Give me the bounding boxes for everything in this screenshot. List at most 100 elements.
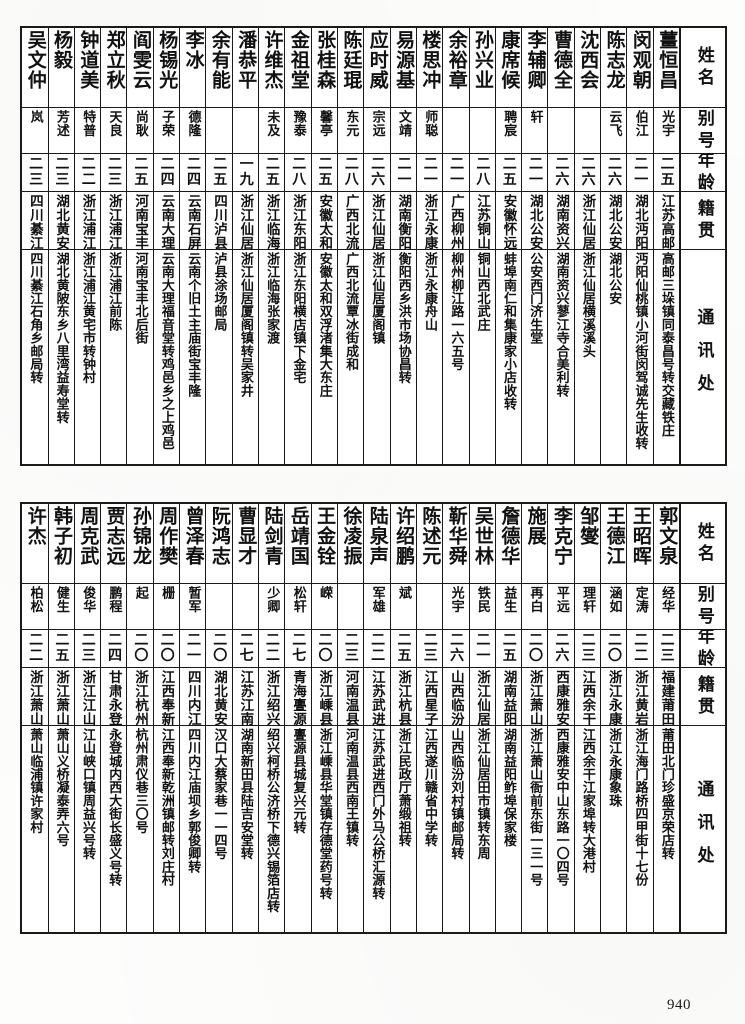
cell-name: 张桂森 xyxy=(311,28,337,108)
address-text: 浙江临海张家渡 xyxy=(264,252,280,345)
age-text: 二五 xyxy=(658,156,675,187)
age-text: 二六 xyxy=(448,632,465,663)
cell-alias: 岚 xyxy=(22,108,48,154)
cell-address: 河南宝丰北后街 xyxy=(127,250,152,464)
native-place-text: 河南温县 xyxy=(342,670,359,726)
name-text: 余有能 xyxy=(208,30,231,90)
address-text: 江西余干江家埠转大港村 xyxy=(579,728,595,874)
person-column: 张桂森 馨亭 二五 安徽太和 安徽太和双浮渚集大东庄 xyxy=(310,28,337,464)
cell-address: 浙江东阳横店镇下金宅 xyxy=(285,250,310,464)
name-text: 孙兴业 xyxy=(472,30,495,90)
cell-alias: 天良 xyxy=(101,108,127,154)
cell-address: 永登城内西大街长盛义号转 xyxy=(101,726,126,932)
row-label-text: 别号 xyxy=(693,584,714,629)
cell-alias xyxy=(469,108,495,154)
age-text: 二七 xyxy=(290,632,307,663)
age-text: 二二 xyxy=(263,632,280,663)
name-text: 周克武 xyxy=(77,506,100,566)
row-label-text: 籍贯 xyxy=(693,674,714,719)
alias-text: 定涛 xyxy=(632,586,648,613)
person-column: 杨锡光 子荣 二四 云南大理 云南大理福音堂转鸡邑乡之上鸡邑 xyxy=(152,28,180,464)
cell-native-place: 浙江临海 xyxy=(259,192,285,250)
alias-text: 文靖 xyxy=(395,110,411,137)
cell-name: 阎雯云 xyxy=(127,28,153,108)
cell-age: 二一 xyxy=(390,154,416,192)
cell-name: 孙锦龙 xyxy=(127,504,153,584)
address-text: 浙江萧山衙前东街一三一号 xyxy=(527,728,543,887)
cell-age: 二五 xyxy=(390,630,416,668)
name-text: 王德江 xyxy=(603,506,626,566)
person-column: 潘恭平 一九 浙江仙居 浙江仙居厦阁镇转吴家井 xyxy=(231,28,258,464)
native-place-text: 湖南资兴 xyxy=(553,194,570,250)
cell-native-place: 湖南益阳 xyxy=(495,668,522,726)
cell-address: 汉口大蔡家巷一一四号 xyxy=(206,726,231,932)
address-text: 铜山西北武庄 xyxy=(474,252,490,332)
cell-age: 二六 xyxy=(364,154,390,192)
native-place-text: 浙江永康 xyxy=(605,670,622,726)
alias-text: 嵘 xyxy=(317,586,333,600)
cell-alias: 德隆 xyxy=(180,108,206,154)
cell-name: 杨毅 xyxy=(48,28,74,108)
person-column: 钟道美 特普 二二 浙江浦江 浙江浦江黄宅市转钟村 xyxy=(73,28,101,464)
alias-text: 理轩 xyxy=(580,586,596,613)
cell-address: 四川綦江石角乡邮局转 xyxy=(22,250,47,464)
cell-alias: 特普 xyxy=(74,108,101,154)
cell-age: 二五 xyxy=(653,154,679,192)
name-text: 陈廷琨 xyxy=(340,30,363,90)
address-text: 浙江东阳横店镇下金宅 xyxy=(290,252,306,384)
person-column: 邹燮 理轩 二三 江西余干 江西余干江家埠转大港村 xyxy=(573,504,601,932)
name-text: 杨锡光 xyxy=(156,30,179,90)
cell-native-place: 浙江仙居 xyxy=(232,192,258,250)
cell-age: 二一 xyxy=(469,630,495,668)
alias-text: 东元 xyxy=(343,110,359,137)
address-text: 湖北黄陂东乡八里湾益寿堂转 xyxy=(53,252,69,424)
cell-native-place: 广西北流 xyxy=(337,192,364,250)
cell-age: 二一 xyxy=(180,630,206,668)
cell-age: 二三 xyxy=(574,630,601,668)
native-place-text: 浙江嵊县 xyxy=(316,670,333,726)
address-text: 江西遂川赣省中学转 xyxy=(422,728,438,847)
cell-native-place: 浙江萧山 xyxy=(22,668,48,726)
age-text: 二四 xyxy=(184,156,201,187)
age-text: 二三 xyxy=(53,156,70,187)
person-column: 李辅卿轩二一 湖北公安 公安西门济生堂 xyxy=(521,28,548,464)
person-column: 贾志远 鹏程 二四 甘肃永登 永登城内西大街长盛义号转 xyxy=(100,504,127,932)
address-text: 江山峡口镇周益兴号转 xyxy=(79,728,95,860)
cell-address: 河南温县西南王镇转 xyxy=(338,726,363,932)
cell-age: 二三 xyxy=(22,154,48,192)
alias-text: 斌 xyxy=(395,586,411,600)
cell-alias: 东元 xyxy=(337,108,364,154)
person-column: 易源基 文靖 二一 湖南衡阳 衡阳西乡洪市场协昌转 xyxy=(389,28,416,464)
cell-native-place: 江苏高邮 xyxy=(653,192,679,250)
cell-name: 施展 xyxy=(522,504,548,584)
age-text: 二五 xyxy=(53,632,70,663)
cell-name: 闵观朝 xyxy=(627,28,653,108)
address-text: 杭州肃仪巷三〇号 xyxy=(132,728,148,834)
cell-address: 萧山义桥凝泰弄六号 xyxy=(49,726,74,932)
cell-native-place: 浙江江山 xyxy=(74,668,101,726)
cell-alias: 尚耿 xyxy=(127,108,153,154)
cell-address: 西康雅安中山东路一〇四号 xyxy=(548,726,573,932)
cell-alias: 柏松 xyxy=(22,584,48,630)
native-place-text: 湖北沔阳 xyxy=(632,194,649,250)
cell-alias: 军雄 xyxy=(364,584,390,630)
age-text: 二三 xyxy=(421,632,438,663)
native-place-text: 云南大理 xyxy=(158,194,175,250)
person-column: 吴文仲岚二三 四川綦江 四川綦江石角乡邮局转 xyxy=(22,28,48,464)
cell-native-place: 浙江仙居 xyxy=(364,192,390,250)
cell-alias: 涵如 xyxy=(601,584,627,630)
native-place-text: 河南宝丰 xyxy=(132,194,149,250)
cell-alias xyxy=(232,108,258,154)
address-text: 绍兴柯桥公济桥下德兴锡箔店转 xyxy=(264,728,280,913)
address-text: 莆田北门珍盛京荣店转 xyxy=(658,728,674,860)
native-place-text: 浙江永康 xyxy=(421,194,438,250)
address-text: 湖南新田县陆吉安堂转 xyxy=(237,728,253,860)
alias-text: 军雄 xyxy=(369,586,385,613)
cell-address: 浙江浦江黄宅市转钟村 xyxy=(75,250,100,464)
cell-age: 二〇 xyxy=(206,630,232,668)
native-place-text: 湖北公安 xyxy=(526,194,543,250)
address-text: 泸县涂场邮局 xyxy=(211,252,227,332)
cell-native-place: 四川綦江 xyxy=(22,192,48,250)
cell-native-place: 湖北公安 xyxy=(522,192,548,250)
native-place-text: 湖北黄安 xyxy=(53,194,70,250)
